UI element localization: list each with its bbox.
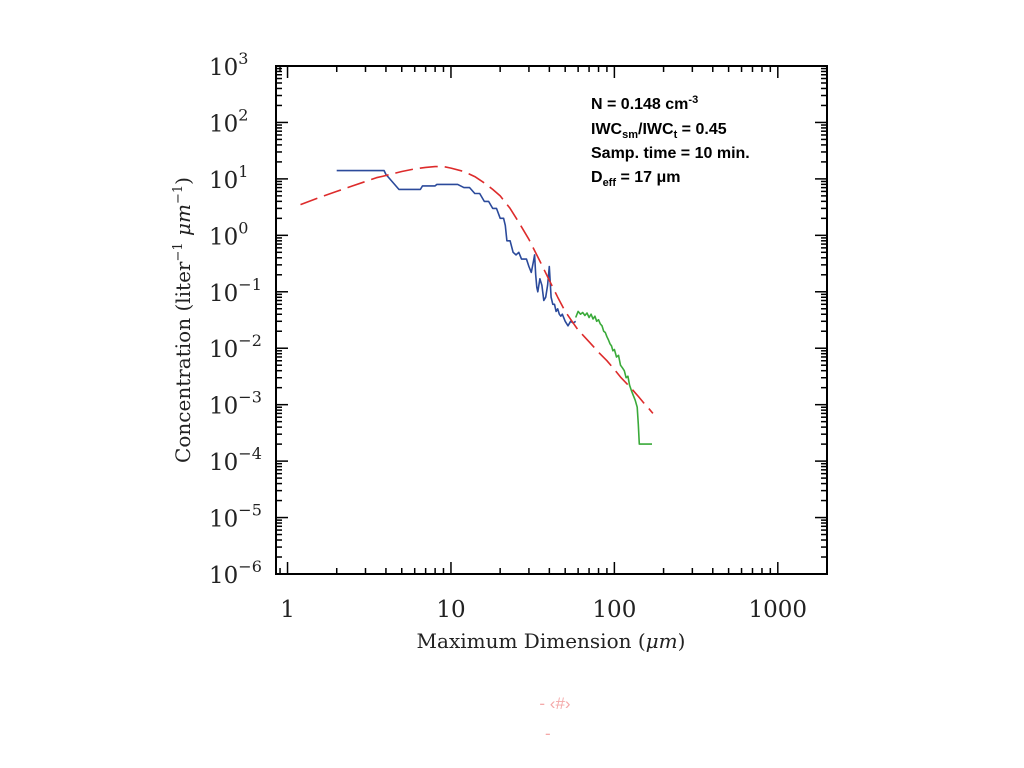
x-tick-label: 1000 — [749, 597, 808, 623]
y-tick-label: 10−4 — [209, 444, 262, 476]
annotation-iwc: IWCsm/IWCt = 0.45 — [591, 121, 727, 141]
y-tick-label: 102 — [209, 105, 248, 137]
y-tick-labels: 10−6 10−5 10−4 10−3 10−2 10−1 100 101 102 103 — [209, 49, 262, 589]
plot-frame — [275, 65, 828, 575]
annotation-deff: Deff = 17 μm — [591, 169, 681, 189]
series-line-0 — [336, 169, 577, 327]
series-line-2 — [300, 165, 654, 414]
axis-ticks — [276, 65, 828, 575]
y-tick-label: 10−2 — [209, 331, 262, 363]
y-tick-label: 10−1 — [209, 275, 262, 307]
y-tick-label: 10−3 — [209, 388, 262, 420]
y-tick-label: 10−6 — [209, 557, 262, 589]
y-tick-label: 10−5 — [209, 501, 262, 533]
annotation-box: N = 0.148 cm-3 IWCsm/IWCt = 0.45 Samp. t… — [591, 94, 750, 189]
x-tick-label: 10 — [436, 597, 465, 623]
y-tick-label: 101 — [209, 162, 248, 194]
x-tick-label: 1 — [280, 597, 295, 623]
y-axis-title: Concentration (liter−1 μm−1) — [171, 177, 195, 463]
annotation-samp-time: Samp. time = 10 min. — [591, 145, 750, 162]
series-layer — [300, 165, 654, 445]
slide-number: - ‹#› — [539, 694, 571, 713]
series-line-1 — [574, 310, 652, 445]
annotation-n: N = 0.148 cm-3 — [591, 94, 698, 113]
x-tick-label: 100 — [592, 597, 636, 623]
y-tick-label: 100 — [209, 218, 248, 250]
y-tick-label: 103 — [209, 49, 248, 81]
slide-number-dash: - — [545, 724, 551, 743]
x-axis-title: Maximum Dimension (μm) — [417, 629, 686, 653]
x-tick-labels: 1 10 100 1000 — [280, 597, 807, 623]
